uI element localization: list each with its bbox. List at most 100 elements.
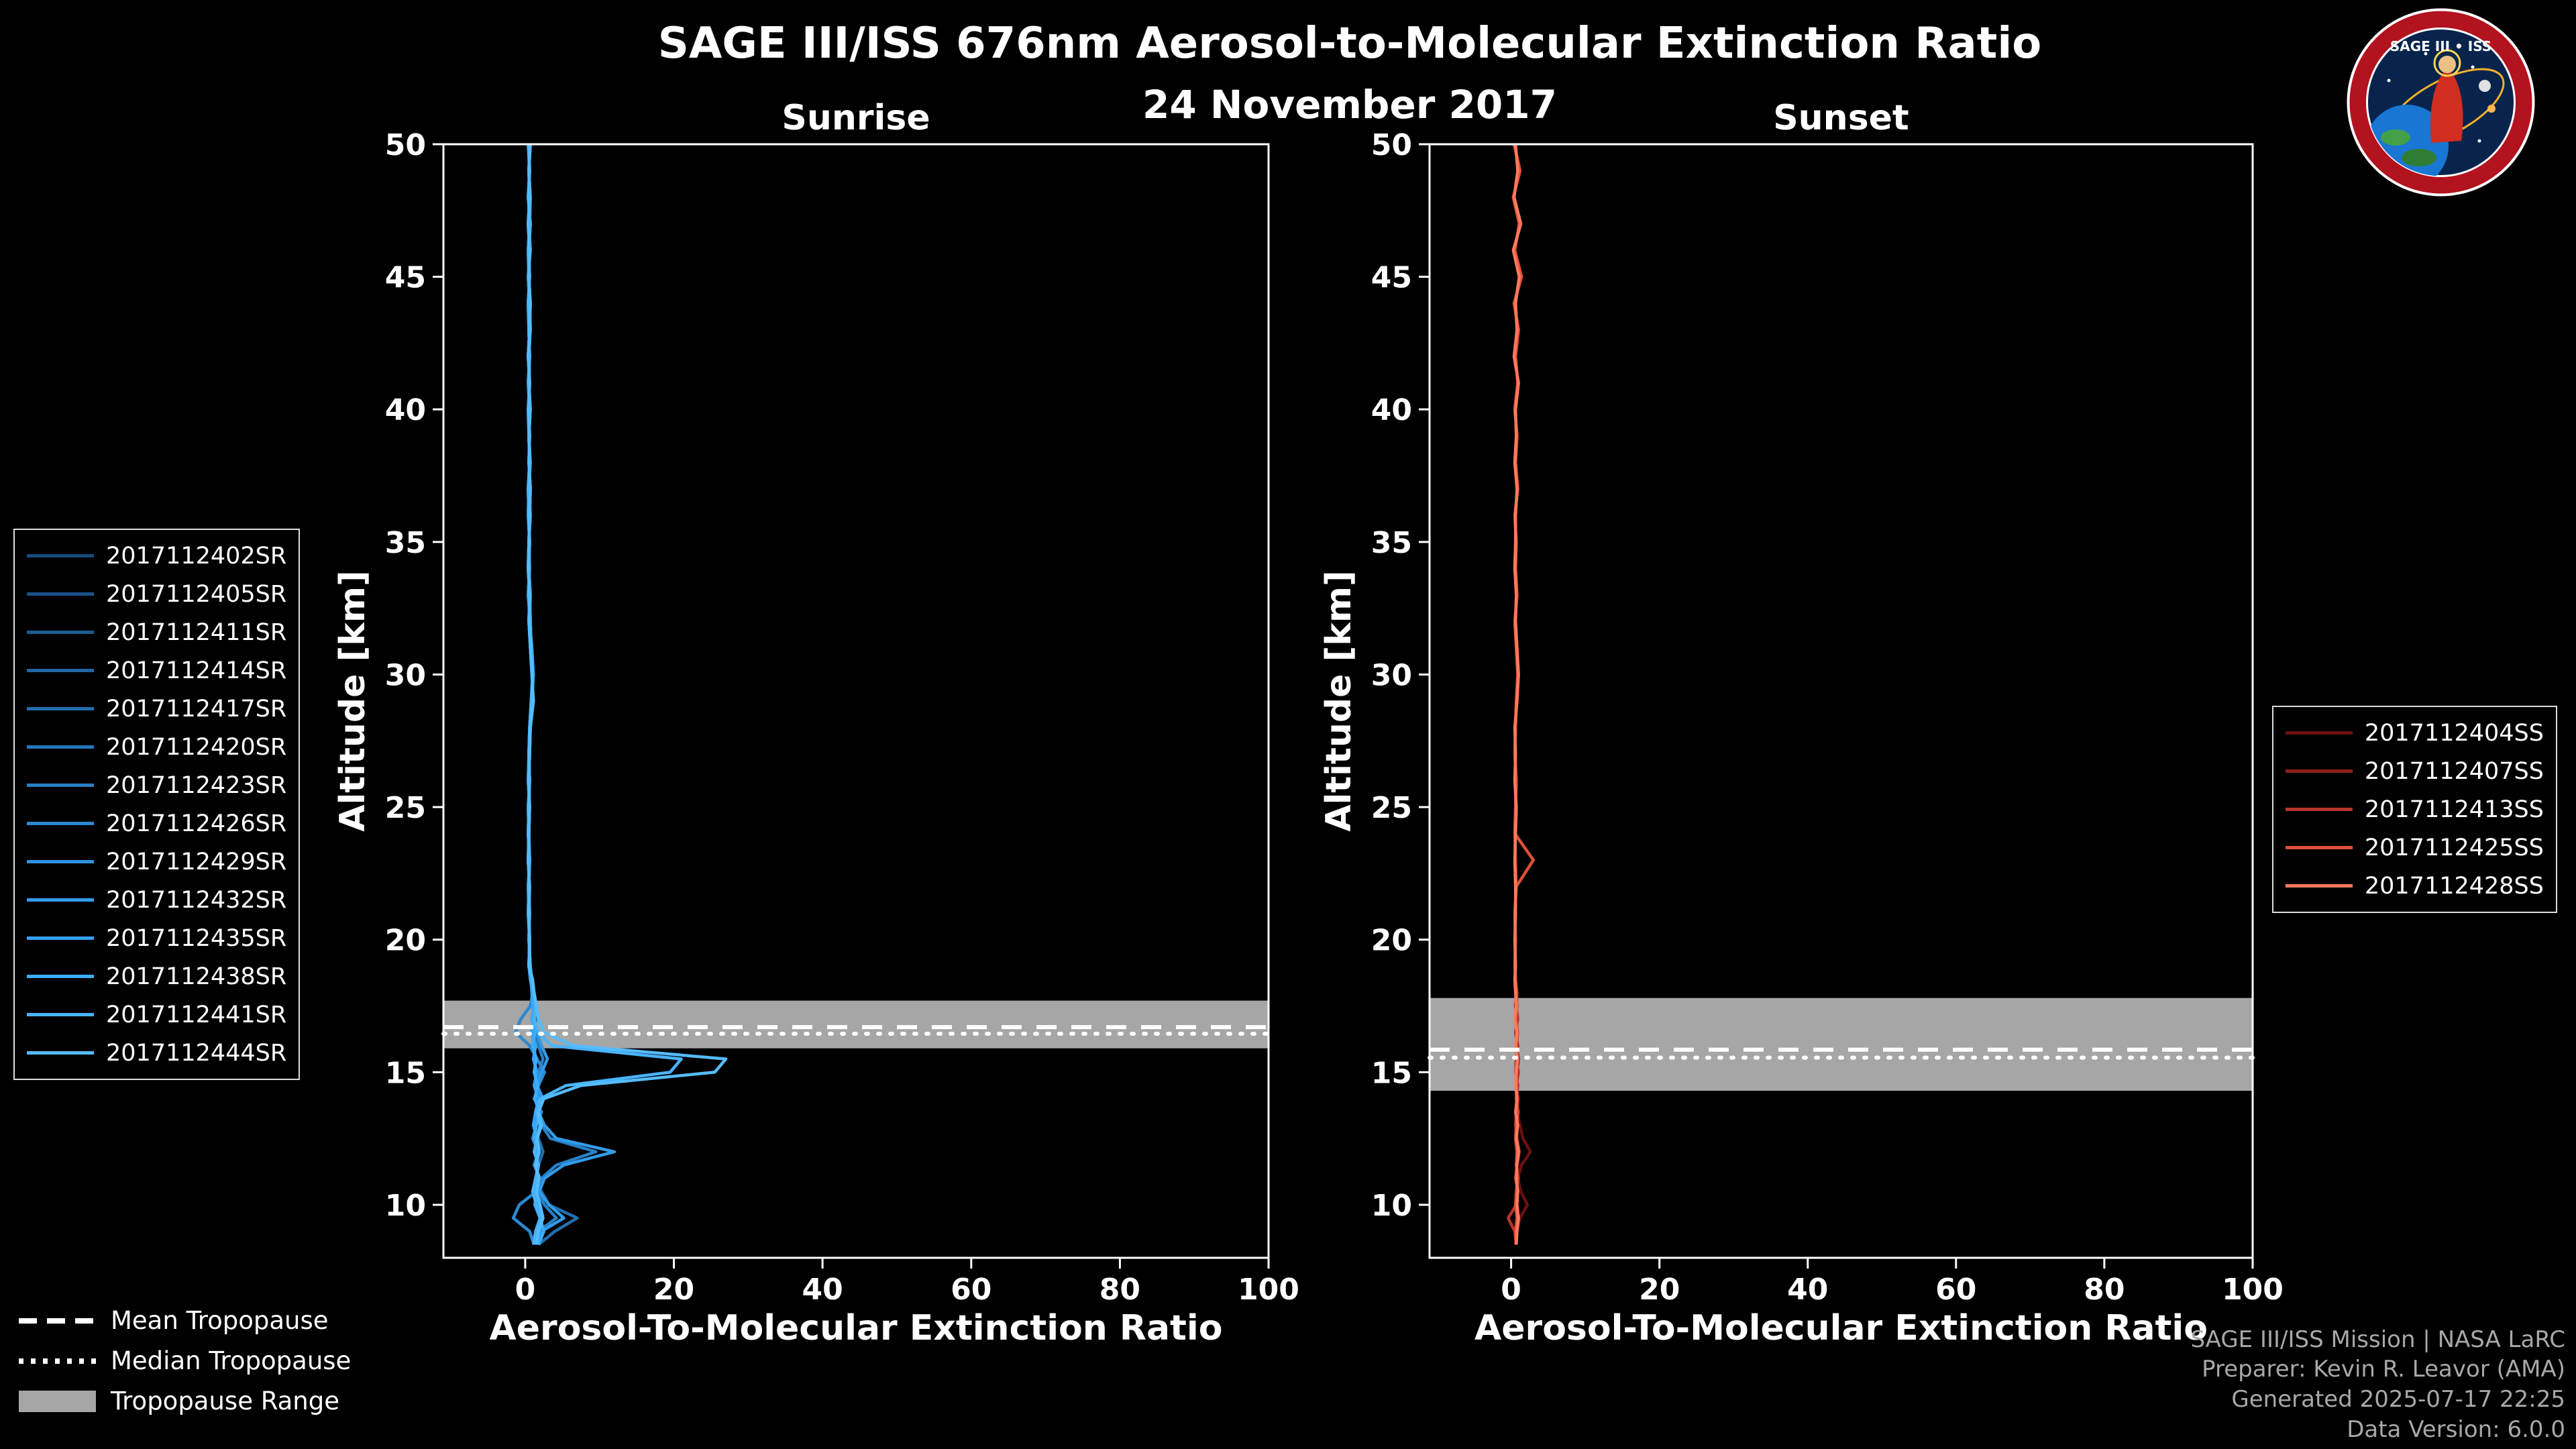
legend-item: 2017112441SR [27,996,286,1034]
legend-line-swatch [2285,846,2353,849]
legend-item: 2017112428SS [2285,867,2544,905]
legend-label: 2017112413SS [2364,796,2544,823]
legend-line-swatch [27,669,94,672]
x-tick-label: 100 [2222,1273,2284,1307]
x-tick-label: 20 [1639,1273,1680,1307]
legend-label: 2017112402SR [106,542,287,570]
legend-line-swatch [27,1051,94,1055]
x-tick-label: 60 [951,1273,991,1307]
credit-line: Data Version: 6.0.0 [2347,1416,2565,1444]
panel-title: Sunrise [782,98,930,138]
x-tick-label: 80 [1099,1273,1140,1307]
legend-item: 2017112425SS [2285,828,2544,867]
y-tick-label: 40 [1371,393,1412,427]
legend-label: Median Tropopause [111,1346,352,1375]
y-axis-label: Altitude [km] [333,570,373,832]
profile-2017112444SR [527,144,728,1245]
legend-label: 2017112438SR [106,963,287,990]
legend-label: Tropopause Range [111,1387,340,1415]
y-tick-label: 20 [1371,924,1412,958]
legend-label: 2017112432SR [106,886,287,914]
legend-item: 2017112417SR [27,690,286,728]
page-title: SAGE III/ISS 676nm Aerosol-to-Molecular … [657,19,2042,68]
legend-item: 2017112405SR [27,575,286,613]
legend-item: 2017112429SR [27,843,286,881]
panel-sunset: 0 20 40 60 80 100 10 15 20 25 30 35 40 45 50 Sunset Aero… [1319,98,2284,1348]
y-tick-label: 20 [385,924,426,958]
legend-item: 2017112414SR [27,651,286,690]
legend-sunrise-events: 2017112402SR 2017112405SR 2017112411SR 2017… [13,529,301,1080]
legend-item: 2017112444SR [27,1034,286,1072]
legend-line-swatch [27,592,94,596]
figure-head [2438,56,2456,73]
star-icon [2477,139,2481,143]
legend-tropopause: Mean Tropopause Median Tropopause Tropop… [19,1305,351,1426]
legend-line-swatch [2285,884,2353,888]
legend-label: Mean Tropopause [111,1306,329,1335]
legend-item-median-tropopause: Median Tropopause [19,1346,351,1376]
legend-item: 2017112404SS [2285,714,2544,752]
legend-sunset-events: 2017112404SS 2017112407SS 2017112413SS 2017… [2271,706,2557,913]
legend-item: 2017112402SR [27,537,286,575]
panel-title: Sunset [1773,98,1909,138]
legend-label: 2017112404SS [2364,719,2544,747]
gray-band-swatch [19,1390,96,1412]
star-icon [2424,52,2428,56]
star-icon [2387,78,2391,83]
legend-line-swatch [27,975,94,978]
y-tick-label: 50 [1371,128,1412,162]
x-tick-label: 0 [1501,1273,1521,1307]
legend-label: 2017112428SS [2364,872,2544,900]
axes-border [1428,143,2254,1259]
halo-icon [2433,49,2461,77]
legend-line-swatch [27,860,94,863]
subtitle-date: 24 November 2017 [1142,82,1557,127]
legend-label: 2017112441SR [106,1001,287,1028]
y-tick-label: 45 [1371,261,1412,295]
legend-line-swatch [27,745,94,749]
legend-line-swatch [27,898,94,902]
profile-2017112441SR [527,144,683,1245]
y-tick-label: 10 [385,1189,426,1223]
legend-label: 2017112420SR [106,733,287,761]
legend-label: 2017112426SR [106,810,287,837]
legend-item: 2017112435SR [27,919,286,957]
legend-label: 2017112411SR [106,619,287,646]
legend-item: 2017112420SR [27,728,286,766]
legend-line-swatch [27,1013,94,1016]
legend-line-swatch [27,822,94,825]
y-axis-label: Altitude [km] [1319,570,1359,832]
figure-red-robe [2430,68,2463,143]
profile-2017112428SS [1511,144,1523,1245]
y-tick-label: 35 [1371,526,1412,560]
tropopause-range-band [443,1000,1269,1049]
legend-label: 2017112417SR [106,695,287,722]
x-tick-label: 0 [515,1273,536,1307]
legend-item: 2017112426SR [27,804,286,843]
legend-line-swatch [2285,769,2353,773]
legend-label: 2017112435SR [106,924,287,952]
x-tick-label: 40 [1787,1273,1828,1307]
credit-line: Generated 2025-07-17 22:25 [2231,1386,2565,1413]
legend-line-swatch [27,784,94,787]
legend-line-swatch [27,631,94,634]
legend-line-swatch [2285,808,2353,811]
x-axis-label: Aerosol-To-Molecular Extinction Ratio [1474,1308,2208,1348]
legend-item: 2017112423SR [27,766,286,804]
legend-label: 2017112405SR [106,580,287,608]
y-tick-label: 25 [385,791,426,825]
legend-item: 2017112407SS [2285,752,2544,790]
legend-line-swatch [27,554,94,557]
planet-icon [2487,105,2496,113]
axes-border [442,143,1270,1259]
credit-line: Preparer: Kevin R. Leavor (AMA) [2202,1356,2565,1383]
y-tick-label: 40 [385,393,426,427]
legend-line-swatch [2285,731,2353,735]
legend-label: 2017112423SR [106,771,287,799]
legend-item: 2017112438SR [27,957,286,996]
earth-landmass [2381,129,2410,146]
legend-item: 2017112432SR [27,881,286,919]
y-tick-label: 30 [385,659,426,693]
x-tick-label: 80 [2084,1273,2125,1307]
